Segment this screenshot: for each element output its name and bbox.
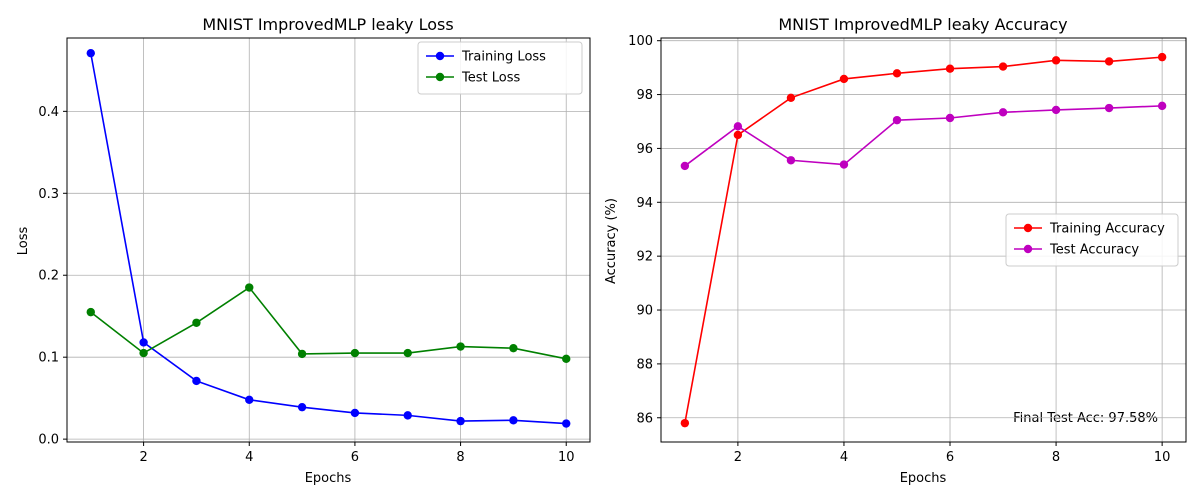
- accuracy-series-2-point: [1051, 105, 1061, 115]
- loss-series-1-point: [562, 419, 571, 428]
- accuracy-chart: MNIST ImprovedMLP leaky Accuracy Epochs …: [604, 15, 1187, 486]
- accuracy-series-1-point: [892, 69, 902, 78]
- accuracy-series-line-2: [684, 105, 1163, 167]
- loss-series-line-1: [89, 53, 567, 425]
- loss-series-2-point: [139, 348, 148, 358]
- accuracy-x-tick-label: 10: [1154, 450, 1171, 465]
- accuracy-y-tick-label: 92: [636, 250, 653, 265]
- loss-x-tick-label: 6: [351, 450, 359, 465]
- accuracy-series-2-point: [945, 113, 955, 123]
- loss-series-2-point: [245, 283, 254, 292]
- loss-series-2-point: [86, 307, 95, 317]
- loss-legend-swatch-marker: [435, 51, 445, 61]
- accuracy-chart-title: MNIST ImprovedMLP leaky Accuracy: [778, 15, 1067, 34]
- loss-series-1-point: [139, 338, 148, 347]
- accuracy-series-2-point: [786, 156, 796, 165]
- accuracy-y-tick-label: 94: [636, 196, 653, 211]
- loss-series-1-point: [86, 48, 95, 58]
- loss-y-tick-label: 0.2: [38, 269, 59, 284]
- accuracy-y-tick-label: 86: [636, 411, 653, 426]
- loss-series-2-point: [350, 348, 360, 358]
- loss-series-2-point: [509, 343, 518, 353]
- accuracy-series-2-point: [733, 122, 743, 131]
- loss-series-2-point: [297, 349, 307, 359]
- accuracy-series-1-point: [733, 130, 743, 140]
- accuracy-series-1-point: [786, 93, 796, 102]
- accuracy-series-1-point: [945, 64, 955, 73]
- accuracy-series-1-point: [839, 74, 849, 84]
- loss-series-1-point: [245, 395, 254, 404]
- loss-series-1-point: [403, 411, 412, 420]
- loss-legend-swatch-marker: [435, 72, 445, 82]
- loss-series-1-point: [192, 376, 201, 386]
- accuracy-plot-frame: [660, 37, 1187, 443]
- accuracy-series-2-point: [998, 108, 1008, 117]
- accuracy-series-1-point: [998, 62, 1008, 71]
- accuracy-series-1-point: [1157, 52, 1167, 62]
- loss-series-1-point: [350, 408, 360, 418]
- loss-y-tick-label: 0.1: [38, 351, 59, 366]
- loss-x-tick-label: 4: [245, 450, 253, 465]
- loss-y-axis-label: Loss: [16, 227, 31, 256]
- accuracy-series-2-point: [839, 160, 849, 169]
- loss-chart: MNIST ImprovedMLP leaky Loss Epochs Loss…: [16, 15, 591, 486]
- loss-y-tick-label: 0.4: [38, 105, 59, 120]
- accuracy-series-2-point: [1157, 101, 1167, 111]
- loss-legend-label: Training Loss: [461, 50, 546, 65]
- accuracy-legend-label: Test Accuracy: [1049, 243, 1139, 258]
- accuracy-x-tick-label: 8: [1052, 450, 1060, 465]
- accuracy-series-2-point: [1104, 103, 1114, 113]
- accuracy-legend-label: Training Accuracy: [1049, 222, 1165, 237]
- accuracy-series-1-point: [680, 418, 690, 428]
- accuracy-series-2-point: [892, 115, 902, 125]
- loss-x-tick-label: 2: [139, 450, 147, 465]
- accuracy-y-tick-label: 96: [636, 142, 653, 157]
- loss-chart-title: MNIST ImprovedMLP leaky Loss: [202, 15, 453, 34]
- loss-legend-label: Test Loss: [461, 71, 520, 86]
- loss-series-1-point: [456, 416, 465, 426]
- loss-series-2-point: [403, 348, 412, 358]
- accuracy-legend: Training Accuracy Test Accuracy: [1005, 213, 1179, 267]
- accuracy-x-tick-label: 6: [946, 450, 954, 465]
- loss-x-tick-label: 10: [558, 450, 575, 465]
- accuracy-annotation: Final Test Acc: 97.58%: [1013, 411, 1158, 426]
- accuracy-series-1-point: [1051, 56, 1061, 65]
- loss-series-2-point: [562, 354, 571, 364]
- accuracy-series-1-point: [1104, 57, 1114, 66]
- loss-legend-box: [417, 41, 583, 95]
- loss-y-tick-label: 0.3: [38, 187, 59, 202]
- loss-x-axis-label: Epochs: [305, 471, 352, 486]
- accuracy-x-axis-label: Epochs: [900, 471, 947, 486]
- accuracy-y-tick-label: 98: [636, 88, 653, 103]
- loss-series-1-point: [297, 402, 307, 412]
- accuracy-legend-box: [1005, 213, 1179, 267]
- accuracy-legend-swatch-marker: [1023, 244, 1033, 254]
- accuracy-y-axis-label: Accuracy (%): [604, 198, 619, 284]
- loss-series-2-point: [456, 342, 465, 351]
- accuracy-y-tick-label: 100: [628, 34, 653, 49]
- accuracy-x-tick-label: 4: [840, 450, 848, 465]
- accuracy-y-tick-label: 88: [636, 357, 653, 372]
- loss-series-2-point: [192, 318, 201, 327]
- loss-x-tick-label: 8: [456, 450, 464, 465]
- accuracy-x-tick-label: 2: [734, 450, 742, 465]
- loss-y-tick-label: 0.0: [38, 433, 59, 448]
- loss-series-line-2: [90, 286, 567, 360]
- loss-series-1-point: [509, 416, 518, 425]
- accuracy-series-line-1: [684, 56, 1163, 424]
- loss-legend: Training Loss Test Loss: [417, 41, 583, 95]
- accuracy-y-tick-label: 90: [636, 304, 653, 319]
- accuracy-legend-swatch-marker: [1023, 223, 1033, 233]
- accuracy-series-2-point: [680, 161, 690, 171]
- loss-plot-frame: [66, 37, 591, 443]
